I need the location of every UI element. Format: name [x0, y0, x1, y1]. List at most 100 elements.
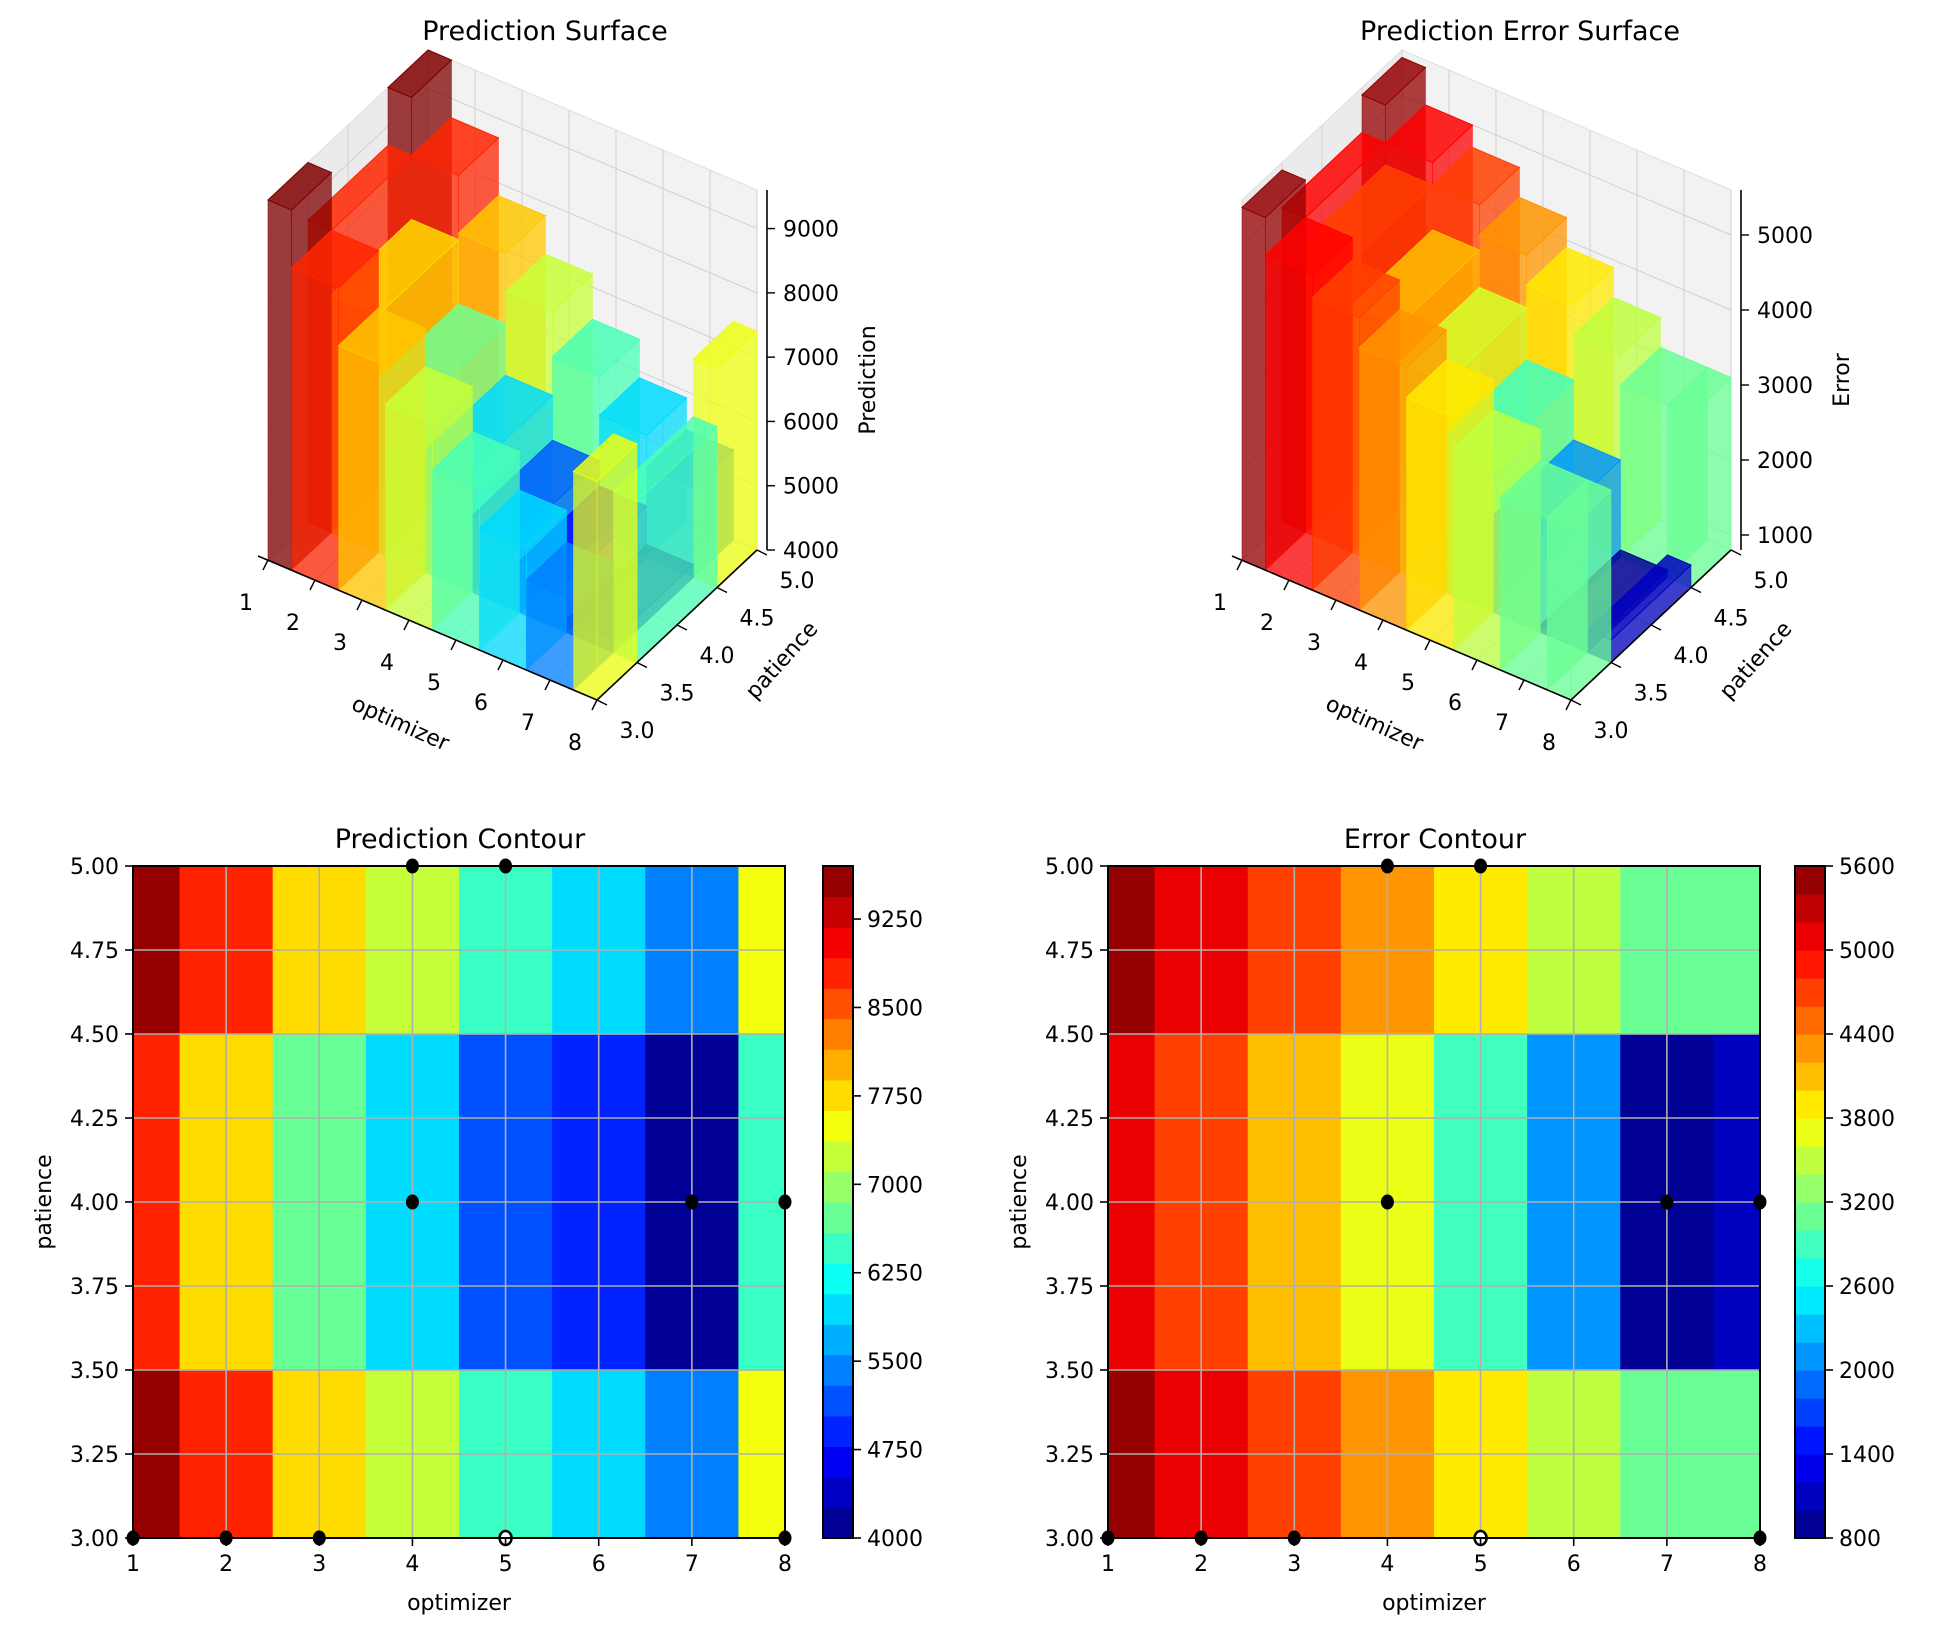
surface-face	[1500, 496, 1548, 691]
x-tick-mark	[403, 619, 410, 631]
surface-top	[410, 117, 500, 176]
colorbar-level	[1795, 1174, 1825, 1203]
colorbar-level	[823, 1507, 853, 1539]
surface-face	[338, 344, 386, 611]
z-tick-label: 5000	[783, 475, 839, 500]
colorbar-level	[1795, 1202, 1825, 1231]
y-tick-label: 3.5	[1634, 682, 1669, 707]
y-tick-label: 5.00	[70, 855, 119, 880]
surface-face	[385, 403, 433, 631]
colorbar-level	[823, 1476, 853, 1509]
x-tick-mark	[309, 579, 316, 591]
colorbar-level	[823, 1293, 853, 1325]
chart-title-error-contour: Error Contour	[1344, 824, 1527, 855]
surface-top	[1361, 56, 1427, 106]
x-tick-label: 2	[1260, 611, 1274, 636]
x-tick-label: 2	[1194, 1552, 1208, 1577]
colorbar-level	[823, 1171, 853, 1203]
x-tick-label: 1	[1101, 1552, 1115, 1577]
z-tick-label: 1000	[1757, 524, 1813, 549]
colorbar-level	[823, 1110, 853, 1142]
colorbar-tick-label: 1400	[1839, 1443, 1895, 1468]
colorbar-level	[823, 927, 853, 959]
y-tick-mark	[676, 624, 688, 631]
surface-face	[1406, 396, 1454, 651]
colorbar-tick-label: 4400	[1839, 1023, 1895, 1048]
y-tick-mark	[756, 549, 768, 556]
colorbar-level	[1795, 894, 1825, 923]
colorbar-level	[823, 1140, 853, 1173]
colorbar-tick-label: 7000	[867, 1173, 923, 1198]
z-tick-label: 8000	[783, 282, 839, 307]
x-tick-label: 4	[405, 1552, 419, 1577]
z-tick-label: 4000	[1757, 299, 1813, 324]
x-tick-mark	[450, 639, 457, 651]
surface-top	[431, 431, 521, 490]
y-tick-mark	[636, 661, 648, 669]
colorbar-level	[1795, 1314, 1825, 1343]
x-tick-mark	[497, 659, 504, 671]
colorbar-level	[1795, 1342, 1825, 1371]
z-axis-label: Error	[1830, 352, 1855, 407]
y-tick-label: 4.00	[70, 1191, 119, 1216]
colorbar-level	[1795, 1510, 1825, 1539]
colorbar-level	[1795, 1034, 1825, 1063]
colorbar-tick-label: 4750	[867, 1439, 923, 1464]
sample-point	[405, 1194, 419, 1210]
colorbar-tick-label: 2600	[1839, 1275, 1895, 1300]
y-axis-label: patience	[1007, 1154, 1032, 1249]
y-tick-label: 5.0	[1754, 569, 1789, 594]
y-tick-label: 3.0	[1594, 719, 1629, 744]
y-tick-label: 3.0	[620, 719, 655, 744]
y-tick-label: 4.25	[1045, 1107, 1094, 1132]
x-tick-mark	[1518, 679, 1525, 691]
y-tick-mark	[1570, 699, 1582, 706]
colorbar-tick-label: 3800	[1839, 1107, 1895, 1132]
x-tick-label: 8	[778, 1552, 792, 1577]
x-tick-label: 5	[427, 671, 441, 696]
x-tick-label: 7	[521, 711, 535, 736]
x-tick-label: 8	[568, 731, 582, 756]
chart-title-error-surface: Prediction Error Surface	[1360, 16, 1680, 47]
y-tick-mark	[1690, 586, 1702, 594]
prediction-contour-plot: 1 2 3 4 5 6 7 8 3.00 3.25 3.50 3.75 4.00 4.25 4.50 4.75…	[32, 855, 923, 1616]
y-tick-label: 3.5	[660, 682, 695, 707]
y-tick-label: 4.5	[740, 607, 775, 632]
colorbar-level	[1795, 1006, 1825, 1035]
y-tick-label: 3.75	[70, 1275, 119, 1300]
x-tick-label: 5	[499, 1552, 513, 1577]
colorbar-level	[823, 1232, 853, 1264]
colorbar-level	[1795, 1090, 1825, 1119]
colorbar-tick-label: 4000	[867, 1527, 923, 1552]
surface-face	[1547, 516, 1572, 701]
x-tick-mark	[1377, 619, 1384, 631]
x-tick-mark	[356, 599, 363, 611]
x-tick-label: 4	[1354, 651, 1368, 676]
x-tick-label: 7	[1660, 1552, 1674, 1577]
colorbar-level	[823, 957, 853, 989]
x-tick-label: 8	[1753, 1552, 1767, 1577]
colorbar-level	[823, 1324, 853, 1356]
x-tick-mark	[544, 679, 551, 691]
x-tick-mark	[1424, 639, 1431, 651]
surface-top	[267, 161, 333, 211]
y-tick-label: 4.75	[1045, 939, 1094, 964]
y-tick-label: 3.25	[1045, 1443, 1094, 1468]
colorbar-level	[1795, 922, 1825, 951]
x-tick-label: 6	[1448, 691, 1462, 716]
colorbar-frame	[822, 865, 854, 1539]
y-tick-mark	[1610, 661, 1622, 669]
colorbar-level	[823, 1385, 853, 1417]
surface-top	[692, 320, 758, 370]
colorbar-level	[1795, 1482, 1825, 1511]
y-axis-label: patience	[32, 1154, 57, 1249]
colorbar-level	[823, 1263, 853, 1295]
x-tick-label: 6	[592, 1552, 606, 1577]
surface-face	[1312, 296, 1360, 611]
x-tick-label: 1	[126, 1552, 140, 1577]
colorbar-level	[823, 866, 853, 898]
colorbar-level	[823, 1415, 853, 1447]
colorbar-level	[1795, 1118, 1825, 1147]
colorbar-tick-label: 6250	[867, 1262, 923, 1287]
y-tick-label: 3.00	[1045, 1527, 1094, 1552]
